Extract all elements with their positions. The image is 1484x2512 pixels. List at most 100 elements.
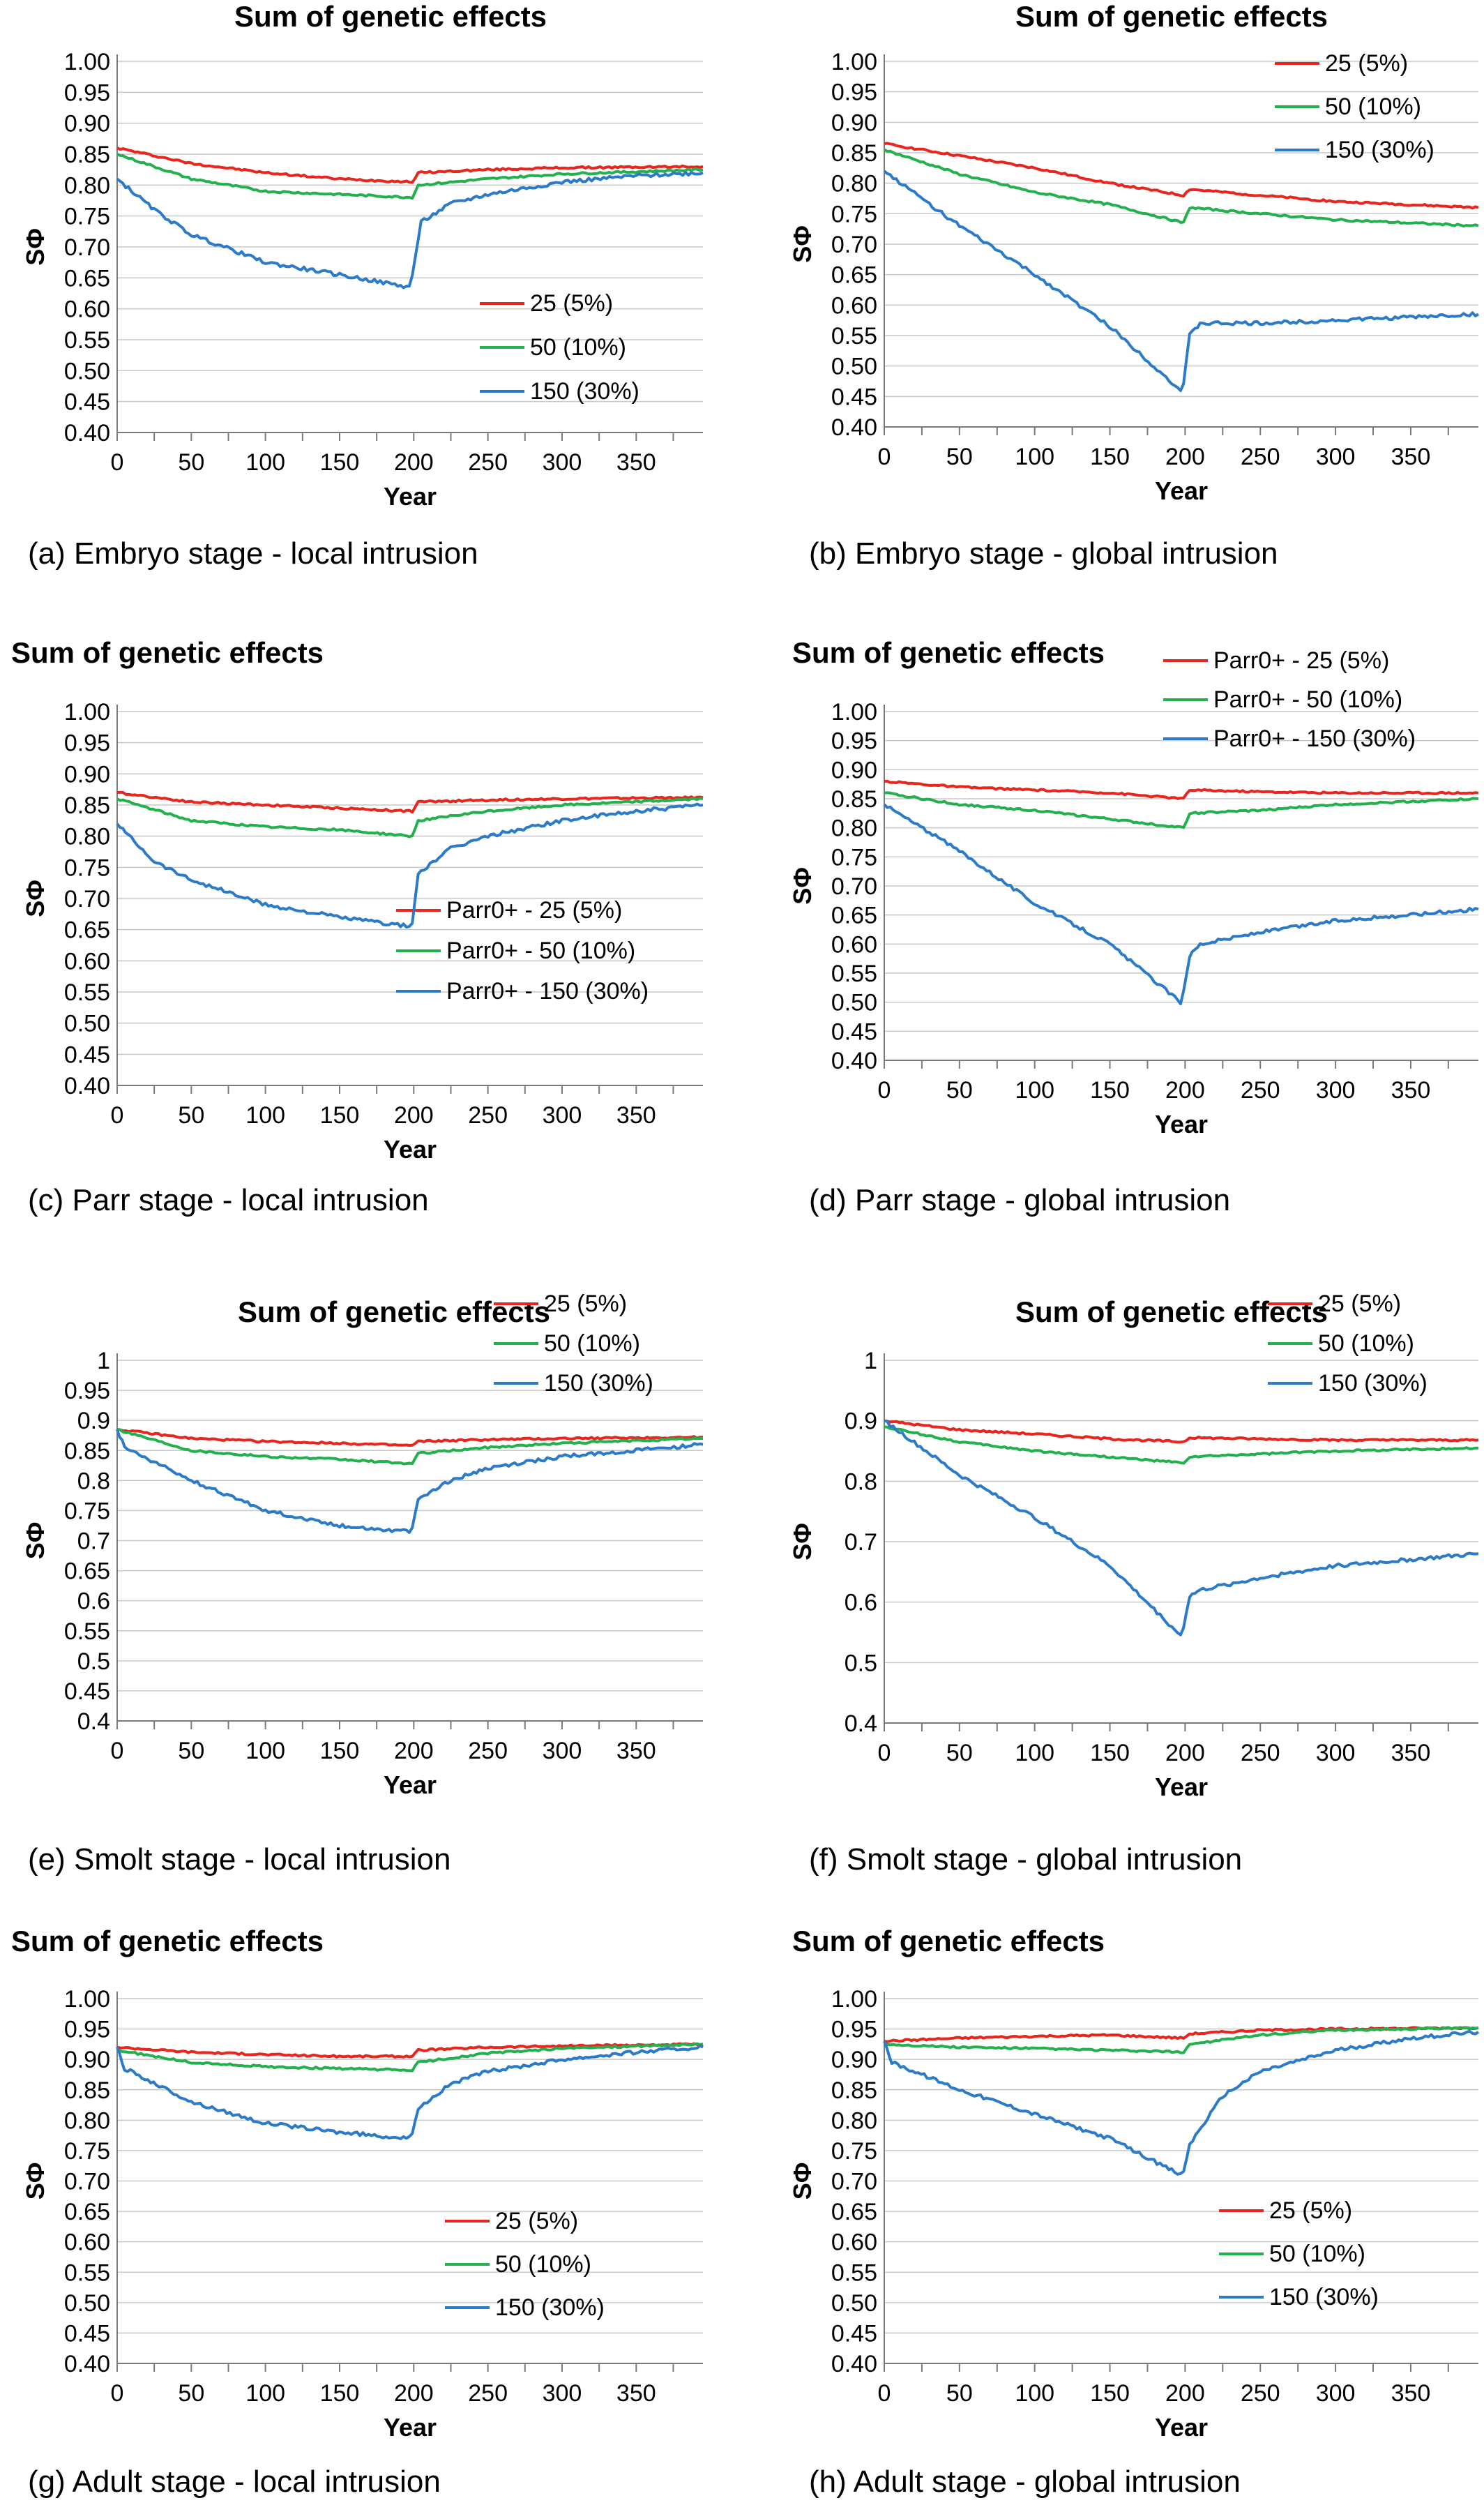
y-tick-label: 0.95 xyxy=(831,80,877,106)
y-tick-label: 0.80 xyxy=(831,171,877,197)
x-tick-label: 100 xyxy=(245,2380,285,2407)
y-tick-label: 0.55 xyxy=(831,323,877,349)
y-tick-label: 0.75 xyxy=(831,2138,877,2165)
series-line-red xyxy=(884,142,1479,210)
series-line-red xyxy=(116,1428,704,1447)
x-tick-label: 150 xyxy=(1090,2380,1130,2407)
legend-label: 50 (10%) xyxy=(1269,2241,1365,2267)
x-tick-label: 350 xyxy=(616,1102,656,1129)
y-tick-label: 1.00 xyxy=(831,49,877,75)
chart-panel-6: Sum of genetic effects 0.4 0.5 0.6 0.7 0.8 0.9… xyxy=(788,1291,1479,1877)
series-line-green xyxy=(116,797,704,838)
y-tick-label: 0.8 xyxy=(77,1468,110,1494)
y-tick-label: 0.60 xyxy=(64,2229,110,2256)
chart-panel-1: Sum of genetic effects 0.40 0.45 0.50 0.55 0.… xyxy=(21,0,704,571)
y-tick-label: 0.40 xyxy=(831,1048,877,1074)
y-tick-label: 0.60 xyxy=(64,296,110,323)
y-tick-label: 0.85 xyxy=(64,2077,110,2104)
x-tick-label: 350 xyxy=(1391,444,1431,470)
x-tick-label: 50 xyxy=(178,1102,204,1129)
y-tick-label: 0.95 xyxy=(64,730,110,757)
y-tick-label: 0.75 xyxy=(64,2138,110,2165)
x-tick-label: 300 xyxy=(543,1102,582,1129)
x-tick-label: 300 xyxy=(1316,444,1356,470)
y-tick-label: 0.75 xyxy=(64,204,110,230)
y-tick-label: 0.4 xyxy=(845,1710,877,1737)
legend-label: 25 (5%) xyxy=(530,290,613,317)
y-tick-label: 0.45 xyxy=(64,389,110,416)
y-tick-label: 0.5 xyxy=(845,1650,877,1676)
series-line-blue xyxy=(883,2029,1480,2176)
chart-panel-8: Sum of genetic effects 0.40 0.45 0.50 0.55 0.… xyxy=(788,1925,1480,2499)
x-tick-label: 50 xyxy=(946,2380,973,2407)
legend-label: Parr0+ - 25 (5%) xyxy=(446,897,622,924)
y-tick-label: 0.9 xyxy=(845,1408,877,1435)
y-axis-title: SΦ xyxy=(788,2163,817,2200)
x-axis-title: Year xyxy=(1155,2413,1208,2442)
y-tick-label: 0.45 xyxy=(831,2320,877,2347)
y-tick-label: 0.55 xyxy=(64,1618,110,1645)
x-tick-label: 100 xyxy=(1015,444,1054,470)
y-tick-label: 0.85 xyxy=(64,142,110,168)
x-tick-label: 200 xyxy=(394,1102,434,1129)
x-tick-label: 150 xyxy=(1090,444,1130,470)
y-tick-label: 0.55 xyxy=(64,327,110,354)
y-tick-label: 0.45 xyxy=(831,384,877,410)
x-tick-label: 200 xyxy=(1165,1077,1205,1104)
y-tick-label: 0.40 xyxy=(64,1073,110,1099)
y-tick-label: 0.70 xyxy=(831,2169,877,2195)
x-tick-label: 0 xyxy=(111,1738,124,1764)
y-tick-label: 0.90 xyxy=(831,757,877,783)
series-line-blue xyxy=(116,802,704,929)
x-tick-label: 150 xyxy=(320,1738,360,1764)
legend-label: 50 (10%) xyxy=(1318,1330,1414,1357)
legend-label: 50 (10%) xyxy=(544,1330,640,1357)
chart-title: Sum of genetic effects xyxy=(238,1295,550,1328)
legend-label: 25 (5%) xyxy=(1325,50,1408,77)
legend-label: 150 (30%) xyxy=(530,378,639,405)
y-tick-label: 0.85 xyxy=(831,786,877,813)
y-tick-label: 1.00 xyxy=(64,1986,110,2013)
x-tick-label: 50 xyxy=(178,449,204,476)
y-tick-label: 0.80 xyxy=(64,172,110,199)
panel-caption: (e) Smolt stage - local intrusion xyxy=(28,1842,450,1877)
chart-title: Sum of genetic effects xyxy=(1015,1295,1328,1328)
y-tick-label: 0.50 xyxy=(64,358,110,384)
legend-label: 50 (10%) xyxy=(1325,93,1421,120)
chart-panel-2: Sum of genetic effects 0.40 0.45 0.50 0.55 0.… xyxy=(788,0,1480,571)
chart-panel-4: Sum of genetic effects 0.40 0.450.50 0.55 0.… xyxy=(788,636,1479,1217)
series-line-red xyxy=(116,2042,704,2059)
x-axis-title: Year xyxy=(1155,476,1208,505)
y-tick-label: 0.75 xyxy=(831,844,877,871)
x-tick-label: 100 xyxy=(1015,1740,1054,1766)
y-tick-label: 0.45 xyxy=(831,1018,877,1045)
y-axis-title: SΦ xyxy=(21,1522,50,1560)
x-tick-label: 350 xyxy=(616,1738,656,1764)
y-tick-label: 1 xyxy=(864,1348,877,1374)
chart-panel-7: Sum of genetic effects 0.40 0.45 0.50 0.55 0.… xyxy=(11,1925,704,2499)
series-line-green xyxy=(884,1425,1479,1465)
y-tick-label: 0.70 xyxy=(64,886,110,912)
series-line-green xyxy=(884,148,1479,228)
x-tick-label: 50 xyxy=(946,444,973,470)
chart-title: Sum of genetic effects xyxy=(1015,0,1328,33)
legend-label: 25 (5%) xyxy=(1269,2197,1352,2224)
y-tick-label: 0.60 xyxy=(831,2229,877,2256)
y-tick-label: 0.60 xyxy=(64,948,110,975)
y-tick-label: 0.90 xyxy=(831,2047,877,2073)
legend-label: 150 (30%) xyxy=(544,1370,653,1397)
panel-caption: (d) Parr stage - global intrusion xyxy=(809,1183,1230,1217)
y-tick-label: 0.55 xyxy=(831,2259,877,2286)
x-tick-label: 150 xyxy=(320,2380,360,2407)
x-tick-label: 350 xyxy=(1391,1077,1431,1104)
x-tick-label: 0 xyxy=(878,1740,891,1766)
x-tick-label: 250 xyxy=(1241,1077,1280,1104)
y-tick-label: 0.50 xyxy=(64,1011,110,1037)
x-tick-label: 200 xyxy=(1165,444,1205,470)
y-tick-label: 1.00 xyxy=(831,1986,877,2013)
y-tick-label: 0.95 xyxy=(831,728,877,755)
series-line-red xyxy=(884,779,1479,800)
y-tick-label: 0.90 xyxy=(64,111,110,137)
y-tick-label: 0.65 xyxy=(831,2199,877,2225)
x-tick-label: 0 xyxy=(111,2380,124,2407)
